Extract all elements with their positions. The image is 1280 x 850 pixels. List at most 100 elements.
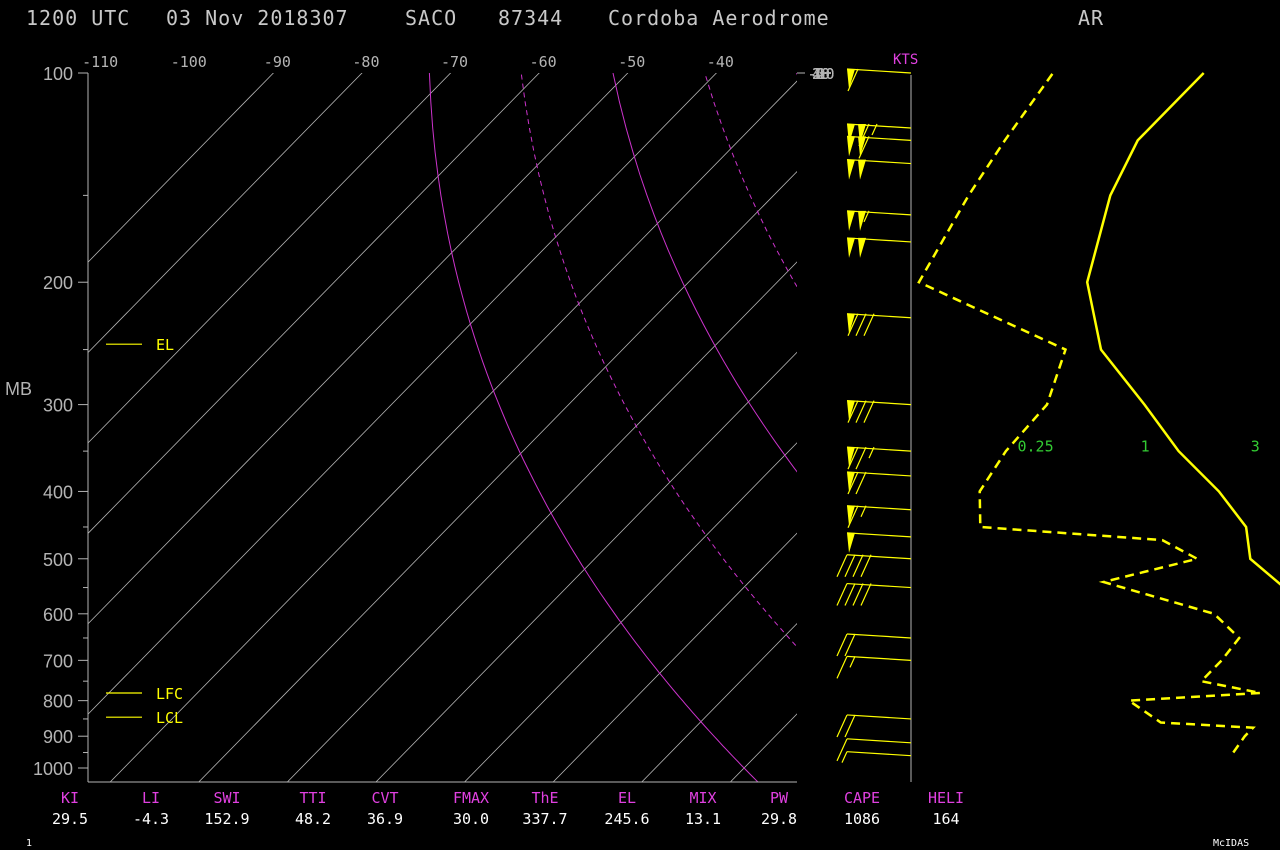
- mixing-ratio-label: 3: [1251, 438, 1260, 456]
- wind-barb: [846, 532, 912, 553]
- dry-adiabat-line: [1256, 73, 1280, 783]
- wind-barb-pennant: [847, 210, 855, 231]
- moist-adiabat-line: [859, 282, 1190, 783]
- footer-brand: McIDAS: [1213, 838, 1250, 849]
- wind-barb: [846, 210, 912, 231]
- mixing-ratio-label: 1: [1141, 438, 1150, 456]
- dry-adiabat-line: [1164, 73, 1280, 783]
- header-station-id: SACO: [405, 6, 458, 30]
- mixing-ratio-line: [1123, 460, 1280, 783]
- wind-barb: [846, 68, 912, 92]
- isotherm-line: [88, 73, 274, 263]
- level-marker-label: LCL: [156, 709, 183, 727]
- wind-barb-staff: [846, 135, 912, 141]
- wind-barb-pennant: [858, 210, 866, 231]
- wind-barb-flag: [844, 554, 856, 578]
- temperature-axis: -110 -100 -90 -80 -70 -60 -50 -40: [82, 53, 734, 71]
- wind-barb-flag: [852, 583, 864, 606]
- wind-barb-pennant: [858, 159, 866, 180]
- wind-barb: [846, 237, 912, 258]
- index-value: 48.2: [294, 810, 332, 828]
- level-marker-label: EL: [156, 336, 174, 354]
- temperature-tick-label: -90: [264, 53, 291, 71]
- dry-adiabat-line: [704, 73, 797, 288]
- isotherm-grid: [88, 41, 1280, 783]
- index-value: 13.1: [684, 810, 722, 828]
- mixing-ratio-line: [1061, 460, 1257, 783]
- wind-barb-flag: [836, 554, 848, 578]
- moist-adiabat-line: [999, 282, 1261, 783]
- wind-barb: [846, 135, 912, 159]
- isotherm-right-label: 10: [812, 65, 830, 83]
- wind-barb-staff: [846, 751, 912, 757]
- wind-barb-flag: [860, 554, 872, 578]
- temperature-trace: [1085, 72, 1280, 586]
- wind-barb-staff: [846, 158, 912, 165]
- wind-barb-flag: [855, 400, 867, 423]
- wind-barb-flag: [847, 68, 859, 92]
- y-axis-label: MB: [5, 379, 32, 399]
- pressure-tick-label: 300: [43, 396, 73, 416]
- mixing-ratio-line: [1269, 460, 1280, 783]
- pressure-tick-label: 500: [43, 550, 73, 570]
- index-label: TTI: [299, 789, 327, 807]
- moist-adiabats: [859, 282, 1280, 783]
- dewpoint-trace: [917, 72, 1261, 754]
- isotherm-line: [552, 532, 797, 782]
- index-label: KI: [60, 789, 80, 807]
- isotherm-line: [375, 351, 797, 782]
- wind-barb-flag: [836, 738, 848, 762]
- index-value: 164: [932, 810, 960, 828]
- wind-barb-flag: [863, 400, 875, 423]
- isotherm-right-label: -10: [807, 65, 834, 83]
- wind-barb-half-flag: [871, 123, 878, 136]
- wind-barb: [836, 738, 912, 762]
- wind-barb: [836, 554, 912, 578]
- isotherm-line: [1173, 41, 1280, 783]
- sounding-traces: [917, 72, 1280, 754]
- footer-page-number: 1: [26, 838, 33, 849]
- dry-adiabats: [428, 73, 1280, 783]
- wind-barb-flag: [847, 505, 859, 528]
- isotherm-line: [729, 713, 797, 782]
- wind-barb: [836, 655, 912, 679]
- isotherm-line: [463, 442, 797, 782]
- pressure-tick-label: 700: [43, 651, 73, 671]
- temperature-tick-label: -60: [530, 53, 557, 71]
- wind-barb-flag: [863, 313, 875, 337]
- pressure-tick-label: 400: [43, 482, 73, 502]
- wind-barb: [846, 313, 912, 337]
- wind-barb: [836, 582, 912, 606]
- wind-barb: [841, 751, 912, 763]
- pressure-tick-label: 800: [43, 692, 73, 712]
- wind-barb-pennant: [847, 400, 855, 421]
- wind-barb-staff: [846, 532, 912, 538]
- wind-barb-flag: [847, 400, 859, 423]
- dry-adiabat-line: [888, 73, 1280, 783]
- header-date: 03 Nov 2018307: [166, 6, 349, 30]
- wind-barb-flag: [844, 633, 856, 657]
- temperature-tick-label: -50: [618, 53, 645, 71]
- index-label: ThE: [531, 789, 559, 807]
- wind-barb-half-flag: [863, 210, 870, 223]
- isotherm-line: [88, 73, 540, 534]
- wind-barb-staff: [846, 237, 912, 243]
- mixing-ratio-line: [937, 460, 1146, 783]
- index-value: 1086: [843, 810, 881, 828]
- wind-barb-staff: [846, 738, 912, 744]
- pressure-tick-label: 1000: [33, 759, 73, 779]
- wind-units-label: KTS: [893, 52, 918, 68]
- wind-barb-staff: [846, 554, 912, 560]
- pressure-tick-label: 600: [43, 605, 73, 625]
- wind-barb: [846, 446, 912, 470]
- isotherm-right-label: 20: [812, 65, 830, 83]
- isotherm-line: [995, 41, 1280, 783]
- wind-barb: [846, 123, 912, 147]
- wind-barb-flag: [844, 714, 856, 738]
- isotherm-right-label: 0: [816, 65, 825, 83]
- wind-barb-flag: [858, 136, 870, 159]
- mixing-ratio-lines: [801, 460, 1280, 783]
- isotherm-line: [88, 73, 363, 354]
- wind-barb-staff: [846, 210, 912, 216]
- wind-barb: [846, 158, 912, 180]
